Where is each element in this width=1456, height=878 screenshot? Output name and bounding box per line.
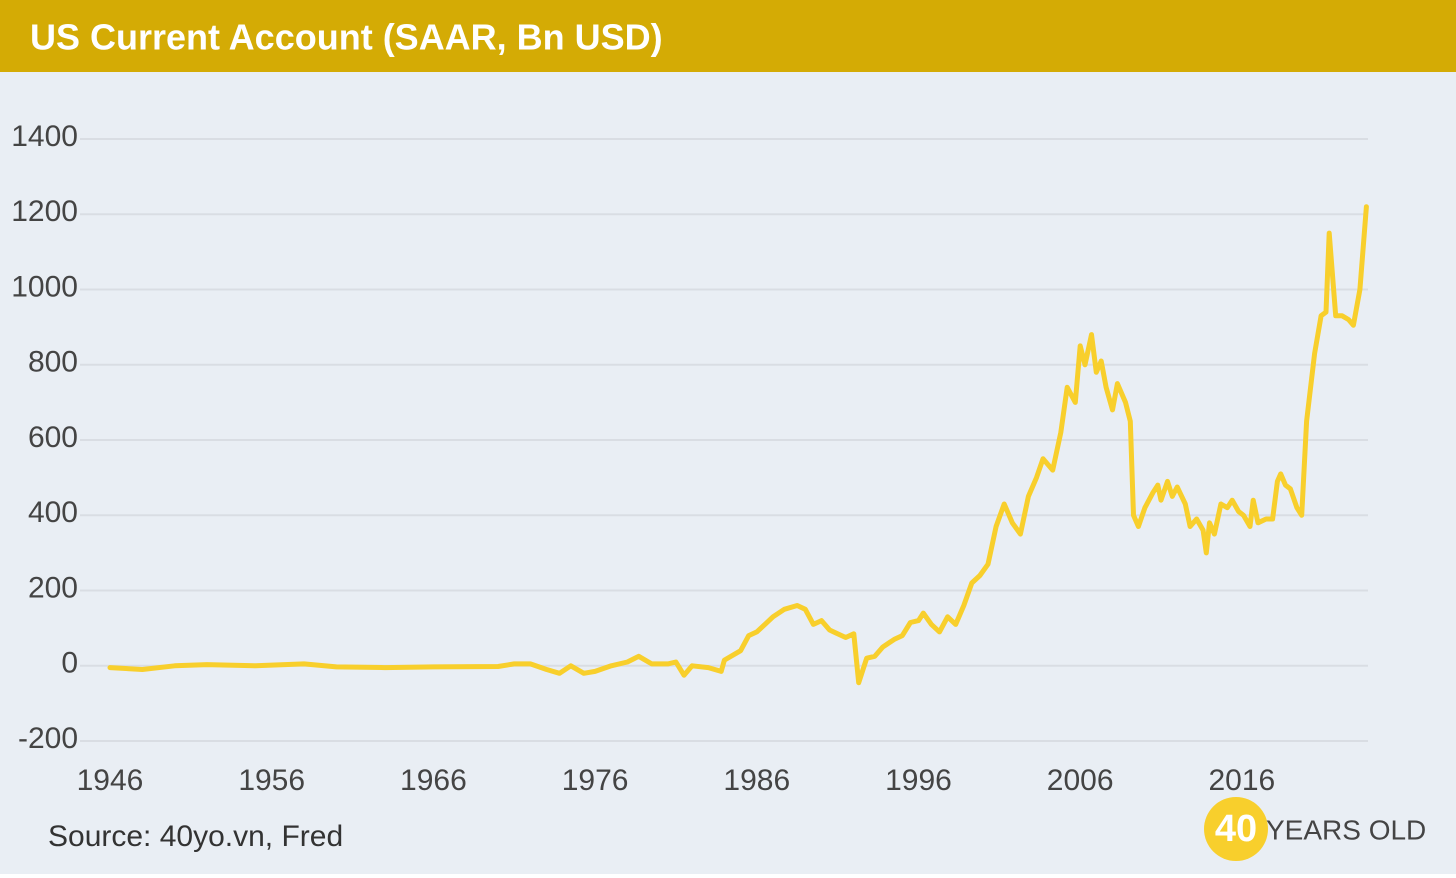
header-bar	[0, 0, 1456, 72]
logo-circle	[1204, 797, 1268, 861]
y-tick-label: 1200	[11, 195, 78, 228]
x-tick-label: 2016	[1209, 764, 1276, 797]
x-tick-label: 1956	[238, 764, 305, 797]
logo-text: YEARS OLD	[1266, 814, 1426, 845]
chart-title: US Current Account (SAAR, Bn USD)	[30, 17, 663, 58]
logo-number: 40	[1215, 808, 1257, 850]
x-tick-label: 1976	[562, 764, 629, 797]
y-tick-label: 1400	[11, 120, 78, 153]
y-tick-label: 600	[28, 421, 78, 454]
y-tick-label: -200	[18, 722, 78, 755]
x-tick-label: 1996	[885, 764, 952, 797]
y-tick-label: 800	[28, 346, 78, 379]
y-tick-label: 0	[61, 647, 78, 680]
y-tick-label: 200	[28, 571, 78, 604]
x-tick-label: 1946	[77, 764, 144, 797]
y-tick-label: 1000	[11, 270, 78, 303]
x-tick-label: 2006	[1047, 764, 1114, 797]
x-tick-label: 1966	[400, 764, 467, 797]
x-tick-label: 1986	[723, 764, 790, 797]
y-tick-label: 400	[28, 496, 78, 529]
source: Source: 40yo.vn, Fred	[48, 820, 343, 853]
data-line	[107, 204, 1369, 686]
